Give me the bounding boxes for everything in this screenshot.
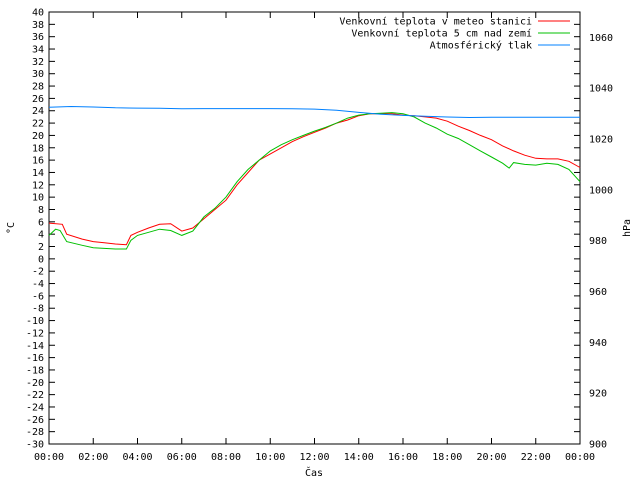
y-tick-label: -14: [26, 341, 44, 352]
y-tick-label: 36: [32, 32, 44, 43]
y-tick-label: 10: [32, 193, 44, 204]
y-tick-label: -12: [26, 328, 44, 339]
y-tick-label: -10: [26, 316, 44, 327]
y-tick-label: 28: [32, 82, 44, 93]
y-tick-label: -26: [26, 415, 44, 426]
series-line-3: [48, 105, 580, 119]
y-tick-label: -22: [26, 390, 44, 401]
y-tick-label: -2: [32, 267, 44, 278]
y-tick-label: 14: [32, 168, 44, 179]
x-tick-label: 10:00: [255, 452, 285, 463]
y-tick-label: 12: [32, 180, 44, 191]
x-tick-label: 22:00: [521, 452, 551, 463]
y-tick-label: -6: [32, 291, 44, 302]
y-tick-label: 32: [32, 57, 44, 68]
y-tick-label: -30: [26, 440, 44, 451]
y-tick-label: 40: [32, 8, 44, 19]
x-tick-label: 18:00: [432, 452, 462, 463]
series-line-2: [48, 112, 581, 250]
y-tick-label: 8: [38, 205, 44, 216]
y2-tick-label: 900: [589, 440, 607, 451]
y2-tick-label: 1000: [589, 185, 613, 196]
ticks-layer: 4038363432302826242220181614121086420-2-…: [26, 8, 613, 464]
y2-tick-label: 1040: [589, 84, 613, 95]
series-line-1: [48, 113, 581, 246]
legend: Venkovní teplota v meteo staniciVenkovní…: [339, 16, 570, 52]
y2-axis-label: hPa: [622, 219, 633, 237]
x-tick-label: 06:00: [167, 452, 197, 463]
y2-tick-label: 960: [589, 287, 607, 298]
y-tick-label: 16: [32, 156, 44, 167]
x-tick-label: 02:00: [78, 452, 108, 463]
series-layer: [48, 105, 581, 250]
y2-tick-label: 920: [589, 389, 607, 400]
y-tick-label: 6: [38, 217, 44, 228]
x-tick-label: 08:00: [211, 452, 241, 463]
y-tick-label: -24: [26, 402, 44, 413]
y2-tick-label: 980: [589, 236, 607, 247]
x-tick-label: 12:00: [299, 452, 329, 463]
y-axis-label: °C: [6, 222, 17, 234]
x-tick-label: 20:00: [476, 452, 506, 463]
y-tick-label: 4: [38, 230, 44, 241]
y-tick-label: -18: [26, 365, 44, 376]
y-tick-label: 2: [38, 242, 44, 253]
x-tick-label: 16:00: [388, 452, 418, 463]
legend-label: Venkovní teplota v meteo stanici: [339, 16, 532, 28]
legend-label: Atmosférický tlak: [430, 40, 532, 52]
y-tick-label: 20: [32, 131, 44, 142]
y-tick-label: 38: [32, 20, 44, 31]
plot-frame: [48, 11, 581, 445]
y2-tick-label: 940: [589, 338, 607, 349]
x-axis-label: Čas: [305, 466, 323, 479]
y-tick-label: 34: [32, 45, 44, 56]
y-tick-label: 22: [32, 119, 44, 130]
y2-tick-label: 1060: [589, 33, 613, 44]
y-tick-label: -20: [26, 378, 44, 389]
y-tick-label: 26: [32, 94, 44, 105]
x-tick-label: 14:00: [344, 452, 374, 463]
y-tick-label: 18: [32, 143, 44, 154]
y-tick-label: -28: [26, 427, 44, 438]
y2-tick-label: 1020: [589, 135, 613, 146]
x-tick-label: 00:00: [34, 452, 64, 463]
y-tick-label: 0: [38, 254, 44, 265]
y-tick-label: 30: [32, 69, 44, 80]
y-tick-label: -8: [32, 304, 44, 315]
y-tick-label: -4: [32, 279, 44, 290]
y-tick-label: -16: [26, 353, 44, 364]
y-tick-label: 24: [32, 106, 44, 117]
x-tick-label: 04:00: [122, 452, 152, 463]
legend-label: Venkovní teplota 5 cm nad zemí: [351, 28, 532, 40]
x-tick-label: 00:00: [565, 452, 595, 463]
